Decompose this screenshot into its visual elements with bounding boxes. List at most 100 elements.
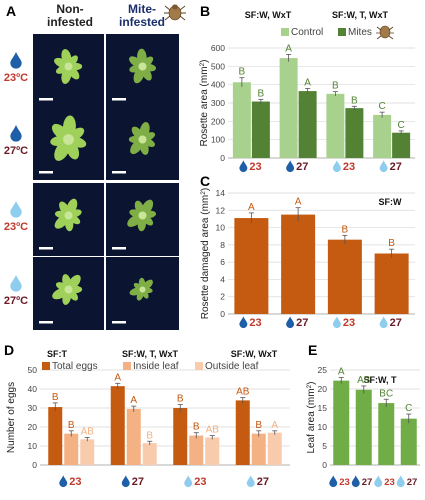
rosette-center (138, 62, 147, 71)
bar (235, 400, 250, 465)
legend-label: Outside leaf (205, 361, 259, 372)
bar (333, 380, 350, 465)
mite-icon (164, 4, 186, 21)
y-tick-label: 200 (211, 116, 225, 126)
y-tick-label: 0 (32, 460, 37, 470)
x-category-label: 23 (249, 317, 261, 329)
rosette-leaf (52, 287, 69, 300)
plant-photo (106, 183, 179, 256)
significance-letter: B (239, 67, 246, 78)
water-drop-icon (351, 475, 360, 488)
y-tick-label: 6 (220, 257, 225, 267)
stats-label: SF:T (47, 349, 67, 359)
significance-letter: B (258, 88, 265, 99)
rosette-center (139, 286, 146, 293)
x-category-label: 23 (339, 477, 350, 488)
x-category-label: 23 (343, 161, 355, 173)
significance-letter: A (338, 367, 345, 378)
legend-swatch (338, 28, 346, 36)
panel-label: C (200, 173, 210, 189)
significance-letter: A (304, 78, 311, 89)
stats-label: SF:W, T (364, 375, 397, 385)
rosette-center (138, 135, 147, 144)
bar (251, 101, 270, 158)
rosette-leaf (69, 285, 83, 294)
legend-label: Inside leaf (133, 361, 179, 372)
significance-letter: B (255, 420, 262, 431)
water-drop-icon (379, 160, 388, 173)
water-drop-icon (329, 475, 338, 488)
significance-letter: AB (81, 426, 95, 437)
y-axis-label: Rosette area (mm2) (199, 60, 211, 147)
y-axis-label-end: ) (200, 188, 211, 191)
row-temp-label: 27ºC (4, 145, 28, 157)
y-axis-label-sup: 2 (199, 62, 206, 66)
y-axis-label: Leaf area (mm2) (306, 382, 318, 454)
scale-bar (112, 98, 126, 101)
panel-a: A Non-infested Mite-infested 23ºC27ºC23º… (4, 2, 186, 330)
significance-letter: B (332, 81, 339, 92)
rosette-center (138, 211, 147, 220)
stats-label: SF:W, T, WxT (122, 349, 178, 359)
rosette-leaf (127, 214, 143, 227)
y-tick-label: 500 (211, 61, 225, 71)
plant-photo (33, 34, 104, 107)
y-tick-label: 20 (28, 422, 38, 432)
x-category-label: 27 (257, 476, 269, 488)
y-axis-label-text: Leaf area (mm (306, 388, 317, 453)
significance-letter: BC (379, 388, 393, 399)
significance-letter: C (398, 120, 405, 131)
x-category-label: 27 (296, 161, 308, 173)
bar (279, 58, 298, 159)
panel-label-a: A (6, 3, 16, 19)
scale-bar (39, 247, 53, 250)
plant-photo (106, 107, 179, 180)
significance-letter: B (68, 420, 75, 431)
significance-letter: A (271, 420, 278, 431)
col-header-non-infested: Non-infested (47, 2, 93, 29)
rosette-leaf (54, 215, 69, 229)
x-category-label: 27 (132, 476, 144, 488)
significance-letter: A (295, 197, 302, 208)
x-category-label: 27 (390, 317, 402, 329)
water-drop-icon (10, 200, 22, 218)
legend-swatch (123, 362, 131, 370)
water-drop-icon (10, 51, 22, 69)
significance-letter: AB (206, 425, 220, 436)
bar (326, 93, 345, 158)
legend-label: Mites (348, 27, 372, 38)
y-tick-label: 10 (318, 422, 328, 432)
bar (189, 435, 204, 465)
bar (345, 108, 364, 158)
bar (378, 403, 395, 465)
bar (267, 432, 282, 465)
y-tick-label: 50 (28, 365, 38, 375)
significance-letter: B (342, 224, 349, 235)
water-drop-icon (374, 475, 383, 488)
stats-label: SF:W, WxT (245, 10, 292, 20)
x-category-label: 23 (249, 161, 261, 173)
col-header-mite-infested: Mite-infested (119, 2, 165, 29)
y-tick-label: 8 (220, 240, 225, 250)
bar (110, 386, 125, 465)
bar (234, 218, 269, 314)
bar (48, 407, 63, 465)
y-axis-label-text: Rosette area (mm (199, 66, 210, 146)
y-tick-label: 30 (28, 403, 38, 413)
water-drop-icon (246, 475, 255, 488)
significance-letter: AB (236, 387, 250, 398)
y-tick-label: 10 (216, 223, 226, 233)
rosette-leaf (67, 274, 81, 290)
stats-label: SF:W, WxT (231, 349, 278, 359)
significance-letter: A (130, 395, 137, 406)
bar (327, 239, 362, 314)
water-drop-icon (379, 316, 388, 329)
rosette-center (63, 134, 74, 145)
bar (64, 433, 79, 465)
y-tick-label: 10 (28, 441, 38, 451)
x-category-label: 23 (384, 477, 395, 488)
